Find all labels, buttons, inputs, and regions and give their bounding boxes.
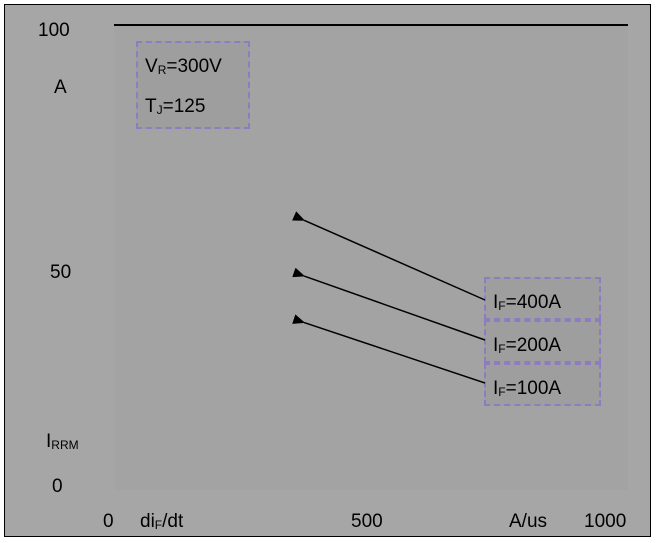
y-tick-label-50: 50 — [50, 262, 72, 283]
x-tick-label-1000: 1000 — [584, 511, 627, 532]
chart-figure: 100 50 0 A IRRM 0 500 1000 diF/dt A/us V… — [4, 4, 651, 537]
series-arrow-2 — [292, 314, 486, 384]
y-tick-label-100: 100 — [38, 20, 70, 41]
series-arrow-1 — [292, 267, 486, 341]
series-label-100a: IF=100A — [484, 363, 601, 406]
chart-overlay — [114, 24, 628, 384]
y-axis-label: IRRM — [46, 431, 79, 452]
series-arrow-0 — [292, 211, 486, 301]
y-unit-label: A — [54, 77, 67, 98]
condition-tj: TJ=125 — [145, 96, 206, 117]
x-tick-label-0: 0 — [103, 511, 114, 532]
x-axis-label: diF/dt — [140, 511, 184, 532]
y-tick-label-0: 0 — [52, 476, 63, 497]
x-unit-label: A/us — [509, 511, 548, 532]
x-tick-label-500: 500 — [351, 511, 383, 532]
series-label-200a: IF=200A — [484, 320, 601, 363]
conditions-annotation: VR=300V TJ=125 — [136, 41, 250, 129]
condition-vr: VR=300V — [145, 56, 222, 77]
series-label-400a: IF=400A — [484, 277, 601, 320]
